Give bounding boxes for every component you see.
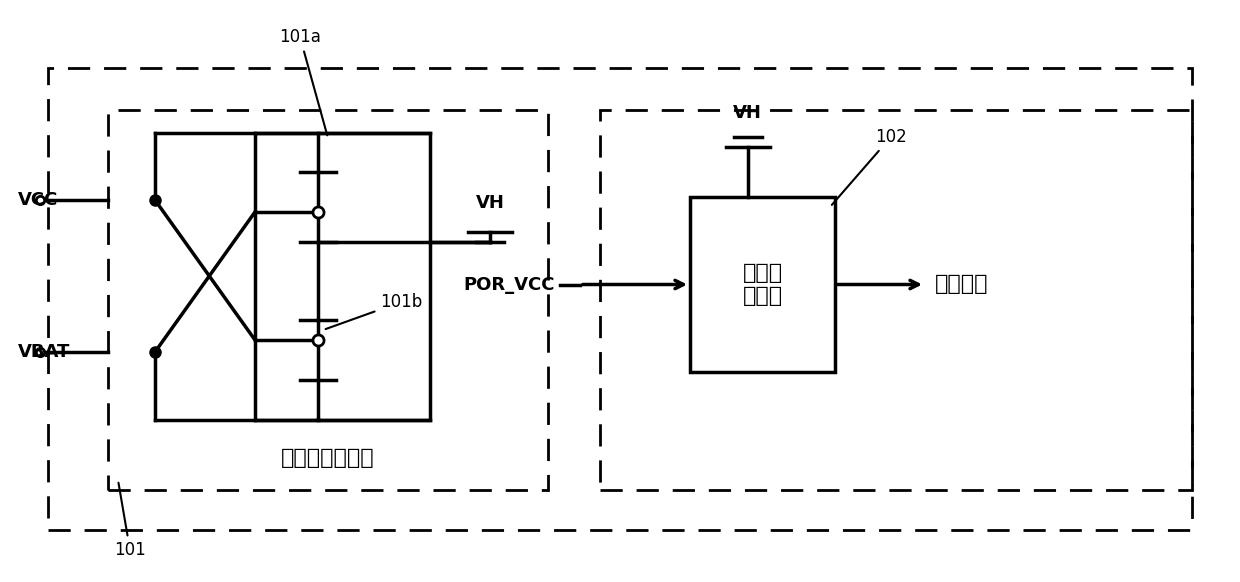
Text: 102: 102 <box>832 128 906 205</box>
Text: VH: VH <box>733 104 761 122</box>
Text: POR_VCC: POR_VCC <box>464 275 556 293</box>
Text: 选择信号: 选择信号 <box>935 275 988 294</box>
Text: 101a: 101a <box>279 28 327 136</box>
Text: 101: 101 <box>114 482 146 559</box>
Text: VCC: VCC <box>19 191 58 209</box>
Text: 101b: 101b <box>326 293 423 329</box>
Text: VBAT: VBAT <box>19 343 71 361</box>
Text: 电平转
换电路: 电平转 换电路 <box>743 263 782 306</box>
Text: VH: VH <box>476 194 505 212</box>
Text: 高电平选择电路: 高电平选择电路 <box>281 448 374 468</box>
